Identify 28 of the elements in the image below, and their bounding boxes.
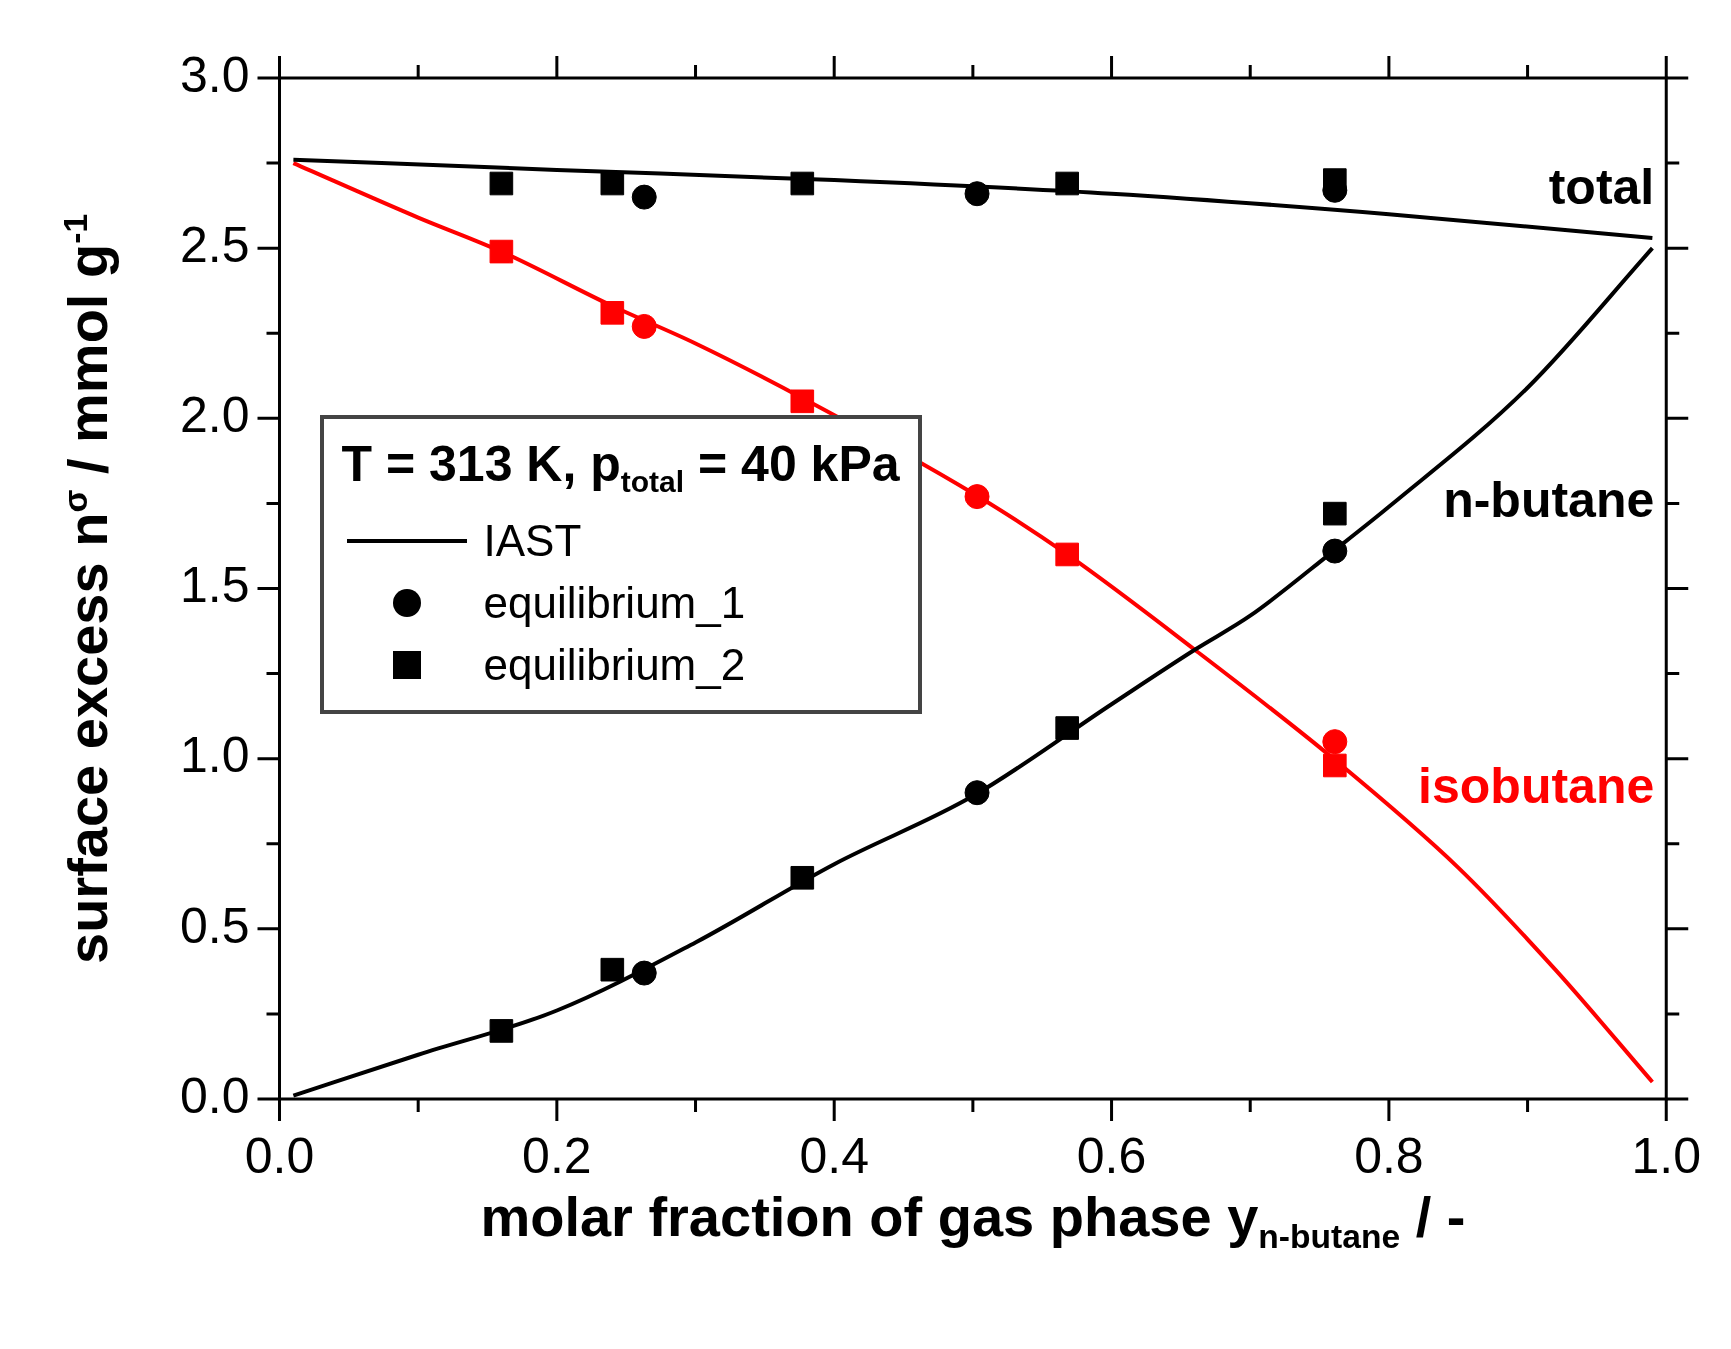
point: [631, 184, 657, 210]
point: [489, 171, 514, 196]
legend-label: equilibrium_1: [483, 578, 746, 629]
y-tick-label: 0.0: [179, 1067, 250, 1124]
legend-title: T = 313 K, p$_{total}$ = 40 kPa: [341, 434, 900, 500]
x-axis-title: molar fraction of gas phase y$_{n-butane}$ / -: [480, 1184, 1466, 1257]
line-series: [291, 157, 1655, 240]
legend-label: IAST: [483, 516, 582, 567]
y-tick-label: 3.0: [179, 46, 250, 103]
x-tick-label: 0.4: [799, 1127, 869, 1184]
legend-label: equilibrium_2: [483, 640, 746, 691]
annotation: isobutane: [1418, 758, 1655, 815]
y-tick-label: 2.0: [179, 387, 250, 444]
point: [1323, 501, 1347, 526]
x-tick-label: 0.8: [1354, 1127, 1424, 1184]
y-tick-label: 1.5: [179, 557, 250, 614]
x-tick-label: 0.6: [1076, 1127, 1147, 1184]
annotation: n-butane: [1443, 472, 1655, 529]
x-tick-label: 1.0: [1631, 1127, 1701, 1184]
point: [1322, 729, 1348, 755]
x-tick-label: 0.2: [522, 1127, 592, 1184]
point: [600, 171, 625, 196]
y-tick-label: 0.5: [179, 897, 250, 954]
y-tick-label: 2.5: [179, 216, 250, 273]
annotation: total: [1548, 158, 1655, 215]
x-tick-label: 0.0: [244, 1127, 315, 1184]
point: [600, 957, 625, 982]
y-tick-label: 1.0: [179, 727, 250, 784]
